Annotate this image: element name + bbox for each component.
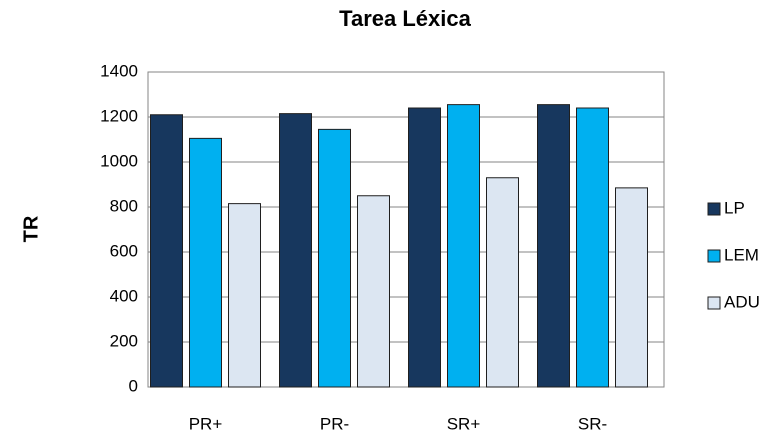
bar — [615, 187, 648, 388]
legend-swatch — [707, 249, 721, 263]
y-tick-label: 1400 — [100, 61, 138, 80]
bar — [408, 107, 441, 388]
legend-swatch — [707, 202, 721, 216]
y-tick-label: 0 — [129, 376, 138, 395]
bar — [576, 107, 609, 388]
chart-title: Tarea Léxica — [339, 6, 471, 31]
y-tick-label: 400 — [110, 286, 138, 305]
y-tick-label: 1200 — [100, 106, 138, 125]
x-tick-label: SR- — [578, 414, 607, 433]
y-axis-label: TR — [20, 215, 42, 242]
bar — [279, 113, 312, 388]
bar — [228, 203, 261, 388]
y-tick-label: 600 — [110, 241, 138, 260]
legend-label: LEM — [724, 245, 759, 264]
bar — [357, 195, 390, 388]
bar — [486, 177, 519, 388]
x-tick-label: PR+ — [189, 414, 223, 433]
legend-swatch — [707, 296, 721, 310]
bar — [537, 104, 570, 388]
x-tick-label: PR- — [320, 414, 349, 433]
plot-border — [147, 71, 665, 388]
bar — [447, 104, 480, 388]
y-tick-label: 1000 — [100, 151, 138, 170]
y-tick-label: 800 — [110, 196, 138, 215]
x-tick-label: SR+ — [447, 414, 481, 433]
y-tick-label: 200 — [110, 331, 138, 350]
legend-label: ADU — [724, 292, 760, 311]
bar — [318, 128, 351, 388]
bar — [150, 114, 183, 388]
bar — [189, 137, 222, 388]
legend-label: LP — [724, 198, 745, 217]
